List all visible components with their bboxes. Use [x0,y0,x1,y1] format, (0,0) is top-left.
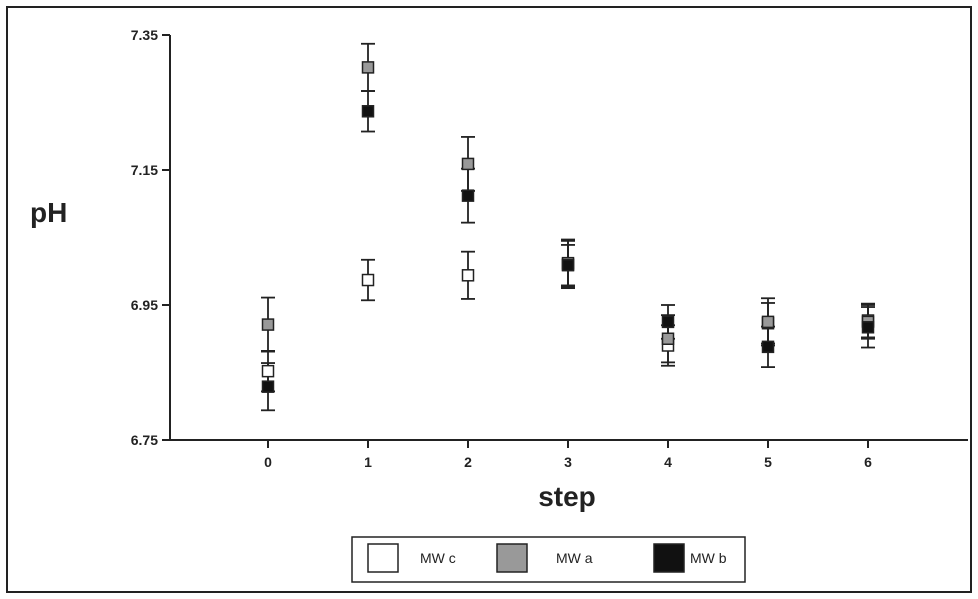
chart-frame [6,6,972,593]
x-tick-label: 2 [464,454,472,470]
point-mw-a [261,318,275,331]
point-mw-a [661,332,675,345]
x-axis-title: step [538,481,596,512]
point-mw-b [661,315,675,329]
legend: MW c MW a MW b [351,536,746,583]
y-axis-title: pH [30,197,67,228]
point-mw-b [761,340,775,354]
x-tick-label: 1 [364,454,372,470]
point-mw-c [461,269,475,282]
point-mw-b [861,321,875,334]
legend-label-mw-b: MW b [690,550,727,566]
x-tick-label: 6 [864,454,872,470]
x-tick-label: 0 [264,454,272,470]
point-mw-c [361,273,375,287]
legend-swatch-mw-b [653,543,685,573]
point-mw-a [761,315,775,329]
point-mw-a [361,61,375,74]
x-tick-label: 5 [764,454,772,470]
point-mw-b [561,258,575,272]
y-tick-label: 7.15 [131,162,158,178]
point-mw-c [261,364,275,378]
y-tick-label: 6.95 [131,297,158,313]
legend-label-mw-a: MW a [556,550,593,566]
point-mw-b [261,380,275,393]
y-tick-label: 6.75 [131,432,158,448]
y-tick-label: 7.35 [131,27,158,43]
point-mw-b [361,105,375,118]
point-mw-b [461,189,475,202]
legend-label-mw-c: MW c [420,550,456,566]
x-tick-label: 4 [664,454,672,470]
point-mw-a [461,157,475,171]
legend-swatch-mw-a [496,543,528,573]
x-tick-label: 3 [564,454,572,470]
legend-box [351,536,746,583]
legend-swatch-mw-c [367,543,399,573]
